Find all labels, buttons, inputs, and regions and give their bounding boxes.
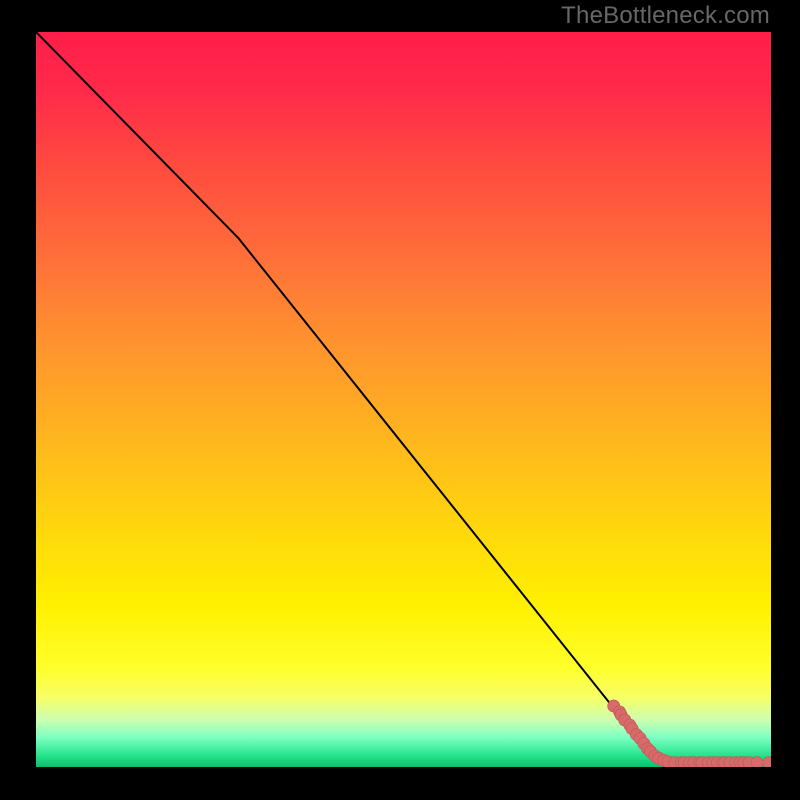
plot-background — [36, 32, 771, 767]
chart-root: TheBottleneck.com — [0, 0, 800, 800]
plot-panel — [36, 32, 771, 767]
attribution-text: TheBottleneck.com — [561, 2, 770, 30]
plot-svg — [36, 32, 771, 767]
marker-point — [751, 757, 763, 767]
